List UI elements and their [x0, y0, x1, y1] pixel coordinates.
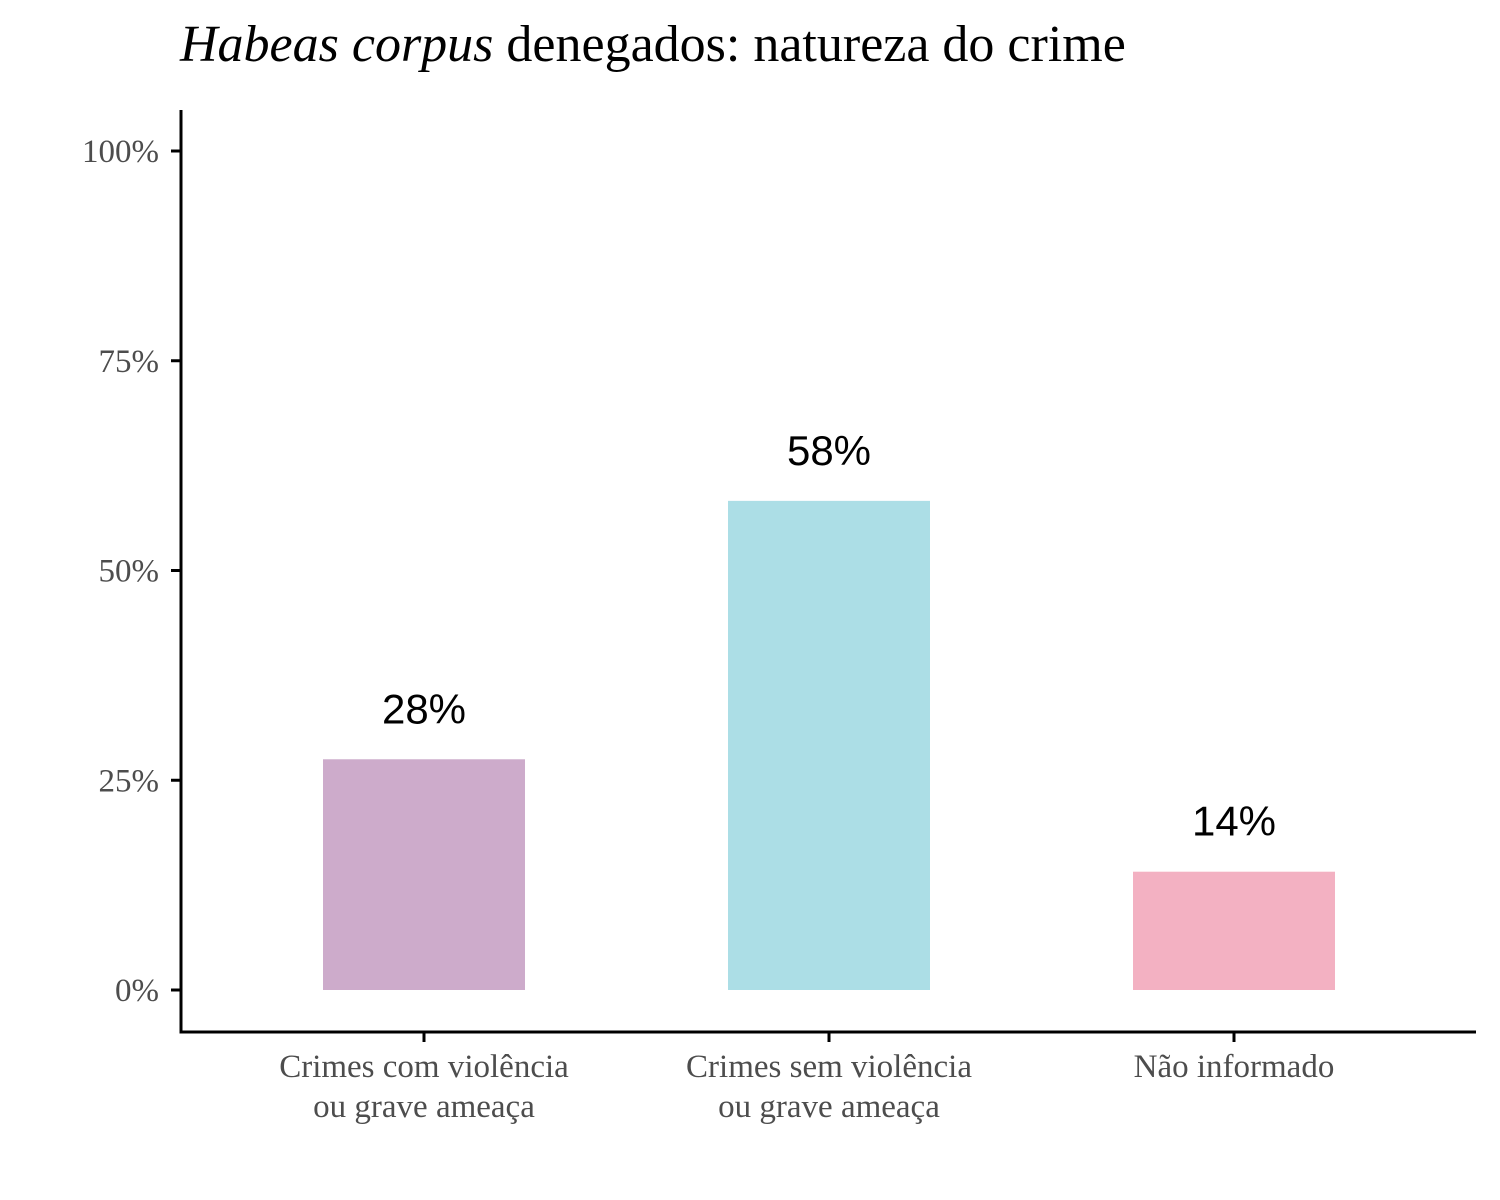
x-tick-label-line: Não informado — [1134, 1049, 1335, 1085]
y-tick-label-0: 0% — [115, 973, 159, 1009]
bar-value-label-1: 28% — [382, 685, 466, 732]
chart-title-rest: denegados: natureza do crime — [493, 16, 1126, 73]
y-tick-label-3: 75% — [99, 344, 160, 380]
x-tick-label-line: ou grave ameaça — [718, 1089, 940, 1125]
x-tick-label-line: Crimes com violência — [279, 1049, 569, 1085]
chart-title: Habeas corpus denegados: natureza do cri… — [180, 14, 1126, 76]
y-tick-label-2: 50% — [99, 554, 160, 590]
bar-value-label-3: 14% — [1192, 798, 1276, 845]
y-tick-label-4: 100% — [82, 134, 159, 170]
chart-title-italic: Habeas corpus — [180, 16, 494, 73]
bar-1 — [323, 759, 525, 990]
bar-2 — [728, 500, 930, 990]
x-tick-label-line: ou grave ameaça — [313, 1089, 535, 1125]
y-tick-label-1: 25% — [99, 763, 160, 799]
bar-value-label-2: 58% — [787, 427, 871, 474]
x-tick-label-3: Não informado — [1134, 1049, 1335, 1085]
x-tick-label-line: Crimes sem violência — [686, 1049, 972, 1085]
x-tick-label-2: Crimes sem violência ou grave ameaça — [686, 1049, 972, 1125]
x-tick-label-1: Crimes com violência ou grave ameaça — [279, 1049, 569, 1125]
bar-3 — [1133, 871, 1335, 990]
